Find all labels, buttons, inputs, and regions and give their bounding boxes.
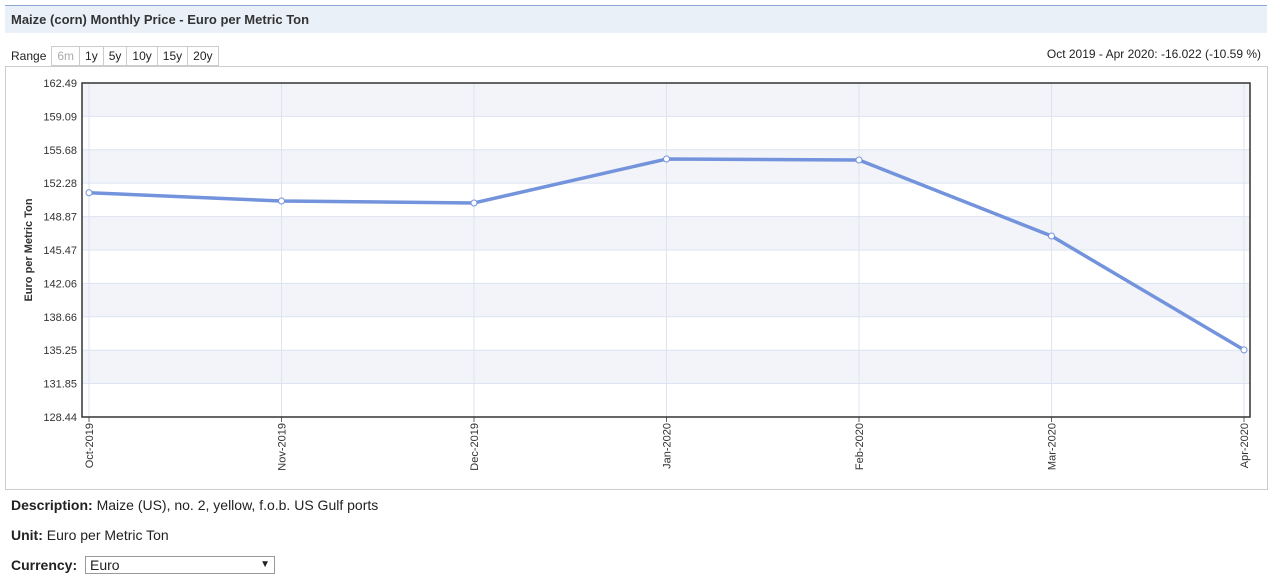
chart-box: 128.44 131.85 135.25 138.66 142.06 145.47 148.… bbox=[5, 66, 1268, 490]
currency-label: Currency: bbox=[11, 557, 77, 573]
x-tick-label: Apr-2020 bbox=[1239, 423, 1251, 468]
range-button[interactable]: 1y bbox=[79, 46, 104, 66]
point bbox=[278, 197, 285, 205]
point bbox=[663, 155, 670, 163]
y-tick-label: 159.09 bbox=[43, 111, 77, 123]
range-summary: Oct 2019 - Apr 2020: -16.022 (-10.59 %) bbox=[1046, 47, 1261, 61]
point bbox=[1240, 346, 1248, 354]
currency-value: Euro bbox=[90, 557, 120, 573]
description-label: Description: bbox=[11, 497, 93, 513]
description-text: Maize (US), no. 2, yellow, f.o.b. US Gul… bbox=[96, 497, 379, 513]
range-label: Range bbox=[11, 49, 47, 63]
range-bar: Range 6m 1y 5y 10y 15y 20y bbox=[11, 46, 219, 66]
point bbox=[85, 189, 93, 197]
unit-text: Euro per Metric Ton bbox=[46, 527, 169, 543]
point bbox=[470, 199, 478, 207]
range-button[interactable]: 5y bbox=[102, 46, 128, 66]
y-axis-title: Euro per Metric Ton bbox=[23, 198, 35, 301]
x-tick-label: Jan-2020 bbox=[662, 423, 674, 469]
y-tick-label: 148.87 bbox=[43, 212, 77, 224]
y-tick-label: 128.44 bbox=[43, 412, 77, 424]
unit-label: Unit: bbox=[11, 527, 43, 543]
x-tick-label: Nov-2019 bbox=[277, 423, 289, 471]
description: Description: Maize (US), no. 2, yellow, … bbox=[11, 497, 378, 513]
unit: Unit: Euro per Metric Ton bbox=[11, 527, 169, 543]
y-tick-label: 138.66 bbox=[43, 312, 77, 324]
point bbox=[855, 156, 863, 164]
x-tick-label: Dec-2019 bbox=[469, 423, 481, 471]
y-tick-label: 145.47 bbox=[43, 245, 77, 257]
y-tick-label: 155.68 bbox=[43, 145, 77, 157]
currency-label-text: Currency: bbox=[11, 557, 78, 573]
plot-border bbox=[81, 82, 1251, 418]
x-tick-label: Feb-2020 bbox=[854, 423, 866, 470]
range-button[interactable]: 20y bbox=[187, 46, 219, 66]
point bbox=[1048, 232, 1055, 240]
x-tick-label: Oct-2019 bbox=[84, 423, 96, 468]
x-tick-label: Mar-2020 bbox=[1047, 423, 1059, 470]
dropdown-arrow: ▼ bbox=[260, 559, 270, 570]
chart: 128.44 131.85 135.25 138.66 142.06 145.47 148.… bbox=[23, 78, 1251, 471]
range-button[interactable]: 10y bbox=[126, 46, 158, 66]
y-tick-label: 142.06 bbox=[43, 278, 77, 290]
y-tick-label: 135.25 bbox=[43, 345, 77, 357]
header: Maize (corn) Monthly Price - Euro per Me… bbox=[5, 5, 1267, 33]
currency-select[interactable]: Euro ▼ bbox=[85, 556, 275, 574]
range-button[interactable]: 15y bbox=[156, 46, 189, 66]
y-tick-label: 131.85 bbox=[43, 379, 77, 391]
y-tick-label: 152.28 bbox=[43, 178, 77, 190]
title: Maize (corn) Monthly Price - Euro per Me… bbox=[11, 12, 310, 27]
range-button[interactable]: 6m bbox=[51, 46, 81, 66]
y-tick-label: 162.49 bbox=[43, 78, 77, 90]
